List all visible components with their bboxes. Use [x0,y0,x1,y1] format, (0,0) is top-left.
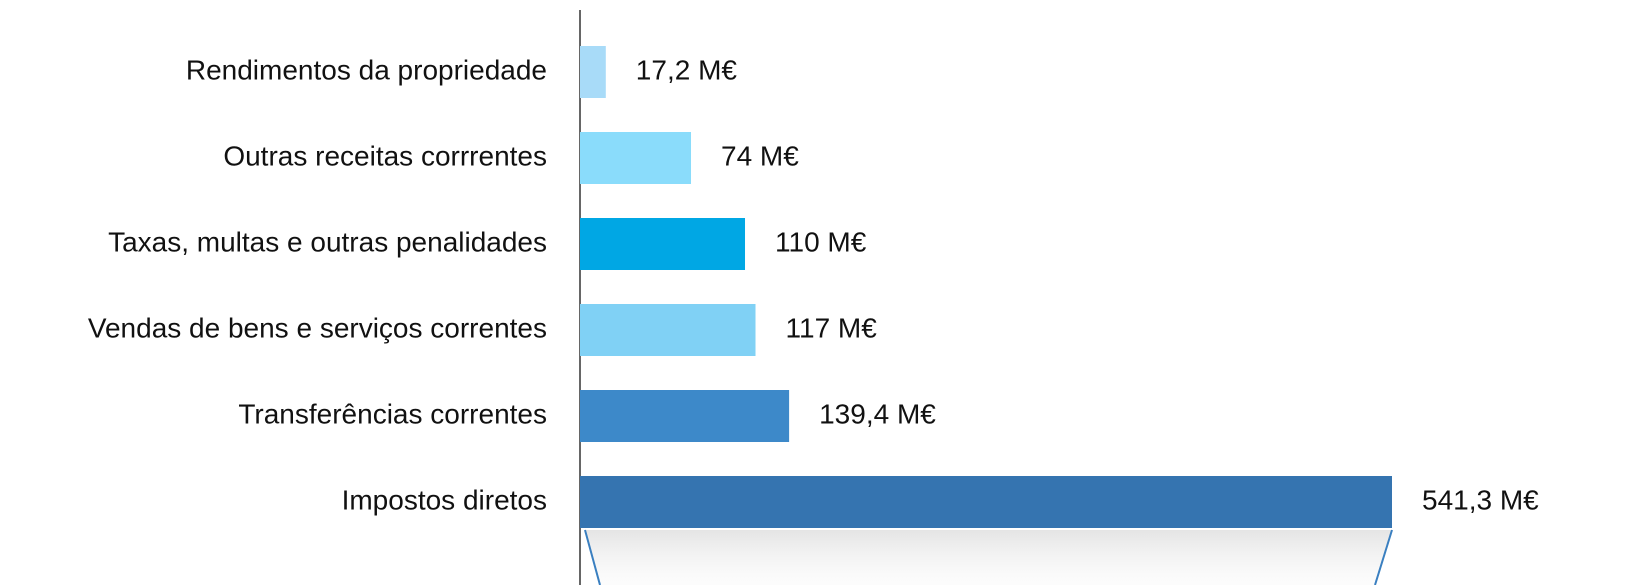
value-label: 74 M€ [721,140,799,171]
bar [580,46,606,98]
bar [580,476,1392,528]
value-label: 139,4 M€ [819,398,936,429]
category-label: Transferências correntes [238,398,547,429]
value-label: 110 M€ [775,226,867,257]
bar [580,132,692,184]
bar [580,390,790,442]
bar [580,218,746,270]
category-label: Taxas, multas e outras penalidades [108,226,547,257]
decor-line [1374,529,1393,585]
category-label: Rendimentos da propriedade [186,54,547,85]
category-label: Outras receitas corrrentes [223,140,547,171]
category-label: Vendas de bens e serviços correntes [88,312,547,343]
value-label: 117 M€ [786,312,878,343]
category-label: Impostos diretos [342,484,547,515]
value-label: 541,3 M€ [1422,484,1539,515]
bar [580,304,756,356]
decor-line [584,529,601,585]
value-label: 17,2 M€ [636,54,738,85]
decor-shadow [585,530,1392,585]
